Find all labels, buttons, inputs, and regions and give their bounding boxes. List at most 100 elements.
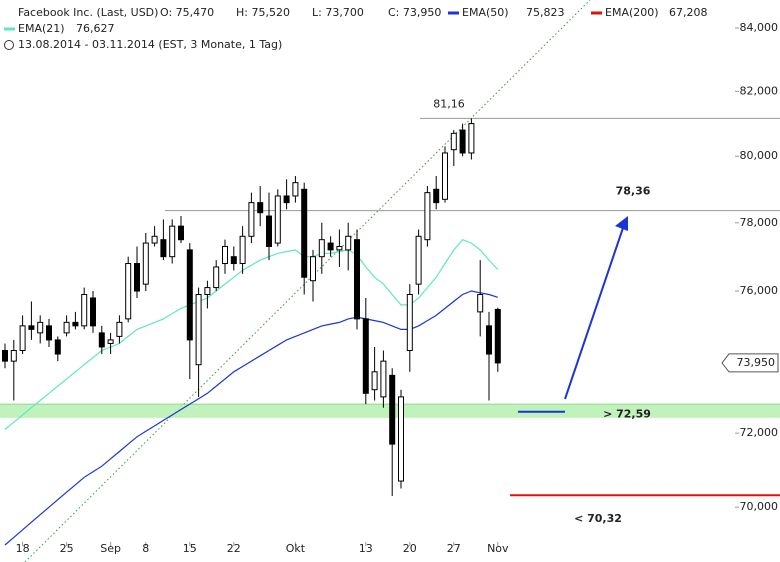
candle-body <box>28 325 35 330</box>
candle-body <box>186 249 193 341</box>
arrow <box>564 221 626 400</box>
candle-body <box>362 318 369 394</box>
candle-body <box>222 245 228 265</box>
ema-line <box>4 290 498 546</box>
candle-body <box>230 256 237 265</box>
x-tick-label: Nov <box>487 542 509 555</box>
y-tick-label: 80,000 <box>740 149 779 162</box>
candle-body <box>178 225 184 241</box>
x-tick-label: Sep <box>100 542 121 555</box>
candle-body <box>494 308 501 364</box>
x-tick-label: 13 <box>359 542 373 555</box>
x-tick-label: 8 <box>142 542 149 555</box>
candle-body <box>336 245 343 251</box>
candle-body <box>442 152 448 200</box>
y-tick-label: 78,000 <box>740 216 779 229</box>
x-tick-label: 25 <box>60 542 74 555</box>
subtitle: 13.08.2014 - 03.11.2014 (EST, 3 Monate, … <box>18 38 282 51</box>
candle-body <box>10 350 17 362</box>
candle-body <box>415 235 422 285</box>
candle-body <box>195 294 202 366</box>
x-tick-label: 18 <box>16 542 30 555</box>
y-tick-label: 82,000 <box>740 84 779 97</box>
candle-body <box>151 235 158 244</box>
candle-body <box>169 225 176 258</box>
candle-body <box>468 123 475 154</box>
candle-body <box>248 202 255 237</box>
candle-body <box>81 294 88 327</box>
legend-label: EMA(200) <box>605 6 659 19</box>
ohlc-value: L: 73,700 <box>312 6 364 19</box>
x-tick-label: 27 <box>447 542 461 555</box>
candle-body <box>116 321 123 337</box>
candle-body <box>90 297 96 327</box>
candle-body <box>433 188 440 204</box>
candle-body <box>142 242 149 285</box>
price-tag <box>721 353 779 373</box>
trend-line <box>24 0 591 562</box>
legend-value: 67,208 <box>669 6 708 19</box>
x-tick-label: 20 <box>403 542 417 555</box>
price-tag-label: 73,950 <box>737 356 776 369</box>
level-label: > 72,59 <box>603 408 651 421</box>
legend-value: 76,627 <box>76 22 115 35</box>
ohlc-value: O: 75,470 <box>160 6 214 19</box>
candle-body <box>486 325 492 355</box>
candle-body <box>204 287 211 296</box>
candle-body <box>310 256 316 282</box>
candle-body <box>266 215 272 247</box>
candle-body <box>292 182 299 197</box>
candle-body <box>318 239 325 258</box>
candle-body <box>345 235 352 251</box>
candle-body <box>424 192 431 241</box>
clock-icon <box>4 40 14 50</box>
y-tick-label: 70,000 <box>740 500 779 513</box>
candle-body <box>134 263 140 292</box>
candle-body <box>213 266 220 289</box>
candle-body <box>63 321 70 334</box>
candle-body <box>283 195 290 204</box>
candle-body <box>160 239 167 258</box>
candle-body <box>125 263 132 320</box>
y-tick-label: 84,000 <box>740 21 779 34</box>
candle-body <box>107 339 114 344</box>
candle-body <box>239 235 246 265</box>
candle-body <box>274 195 281 244</box>
candle-body <box>389 374 396 445</box>
x-tick-label: 15 <box>183 542 197 555</box>
arrow-head <box>615 216 628 231</box>
chart-title: Facebook Inc. (Last, USD) <box>18 6 158 19</box>
candle-body <box>54 339 61 355</box>
candle-body <box>406 294 413 352</box>
ohlc-value: C: 73,950 <box>388 6 441 19</box>
candle-body <box>37 321 44 334</box>
candle-body <box>450 132 457 151</box>
y-tick-label: 72,000 <box>740 426 779 439</box>
level-label: 81,16 <box>433 97 465 110</box>
candle-body <box>371 371 378 391</box>
candle-body <box>98 332 105 348</box>
candle-body <box>477 294 484 313</box>
level-label: 78,36 <box>616 185 651 198</box>
candle-body <box>354 239 360 320</box>
ema-line <box>4 238 499 430</box>
candle-body <box>380 360 387 398</box>
ohlc-value: H: 75,520 <box>236 6 290 19</box>
candle-body <box>46 325 52 341</box>
candle-body <box>301 188 308 278</box>
candle-body <box>2 350 8 362</box>
legend-value: 75,823 <box>526 6 565 19</box>
y-tick-label: 76,000 <box>740 284 779 297</box>
level-label: < 70,32 <box>574 512 622 525</box>
candle-body <box>459 129 466 154</box>
candle-body <box>398 396 404 482</box>
x-tick-label: Okt <box>286 542 306 555</box>
candle-body <box>19 325 26 352</box>
candle-body <box>327 242 334 251</box>
candle-body <box>72 321 79 327</box>
candle-body <box>257 202 264 214</box>
legend-label: EMA(50) <box>462 6 509 19</box>
x-tick-label: 22 <box>227 542 241 555</box>
legend-label: EMA(21) <box>18 22 65 35</box>
